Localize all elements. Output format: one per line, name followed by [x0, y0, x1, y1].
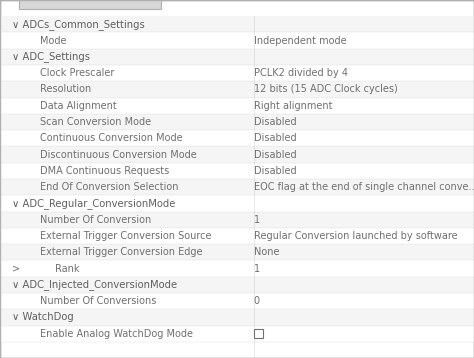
Text: ∨ WatchDog: ∨ WatchDog — [12, 313, 73, 323]
Text: ∨ ADCs_Common_Settings: ∨ ADCs_Common_Settings — [12, 19, 145, 30]
Text: External Trigger Conversion Edge: External Trigger Conversion Edge — [40, 247, 203, 257]
Bar — [0, 146, 474, 163]
Text: Enable Analog WatchDog Mode: Enable Analog WatchDog Mode — [40, 329, 193, 339]
Bar — [0, 97, 474, 114]
Bar — [0, 81, 474, 97]
Bar — [0, 114, 474, 130]
Text: Continuous Conversion Mode: Continuous Conversion Mode — [40, 133, 183, 143]
Text: ∨ ADC_Regular_ConversionMode: ∨ ADC_Regular_ConversionMode — [12, 198, 175, 209]
Bar — [0, 49, 474, 65]
Text: Number Of Conversion: Number Of Conversion — [40, 215, 152, 225]
Text: Mode: Mode — [40, 35, 67, 45]
Bar — [254, 329, 263, 338]
Bar — [0, 326, 474, 342]
FancyBboxPatch shape — [19, 0, 161, 9]
Bar — [0, 130, 474, 146]
Text: PCLK2 divided by 4: PCLK2 divided by 4 — [254, 68, 347, 78]
Text: Disabled: Disabled — [254, 150, 296, 160]
Bar — [0, 228, 474, 244]
Text: ∨ ADC_Injected_ConversionMode: ∨ ADC_Injected_ConversionMode — [12, 280, 177, 290]
Bar — [0, 163, 474, 179]
Text: End Of Conversion Selection: End Of Conversion Selection — [40, 182, 179, 192]
Text: 1: 1 — [254, 263, 260, 274]
Text: Disabled: Disabled — [254, 166, 296, 176]
Text: Resolution: Resolution — [40, 84, 91, 95]
Text: ∨ ADC_Settings: ∨ ADC_Settings — [12, 52, 90, 62]
Text: Rank: Rank — [55, 263, 79, 274]
Bar — [0, 261, 474, 277]
Text: Disabled: Disabled — [254, 133, 296, 143]
Text: 12 bits (15 ADC Clock cycles): 12 bits (15 ADC Clock cycles) — [254, 84, 397, 95]
Bar — [0, 309, 474, 326]
Text: >: > — [12, 263, 20, 274]
Text: None: None — [254, 247, 279, 257]
Text: Scan Conversion Mode: Scan Conversion Mode — [40, 117, 151, 127]
Text: Right alignment: Right alignment — [254, 101, 332, 111]
Bar — [0, 33, 474, 49]
Text: DMA Continuous Requests: DMA Continuous Requests — [40, 166, 170, 176]
Bar — [0, 212, 474, 228]
Text: EOC flag at the end of single channel conve...: EOC flag at the end of single channel co… — [254, 182, 474, 192]
Bar — [0, 244, 474, 261]
Bar — [0, 179, 474, 195]
Bar — [0, 293, 474, 309]
Text: Data Alignment: Data Alignment — [40, 101, 117, 111]
Text: Independent mode: Independent mode — [254, 35, 346, 45]
Bar — [0, 195, 474, 212]
Bar — [0, 277, 474, 293]
Text: Clock Prescaler: Clock Prescaler — [40, 68, 115, 78]
Text: Discontinuous Conversion Mode: Discontinuous Conversion Mode — [40, 150, 197, 160]
Text: 0: 0 — [254, 296, 260, 306]
Text: Number Of Conversions: Number Of Conversions — [40, 296, 157, 306]
Text: Regular Conversion launched by software: Regular Conversion launched by software — [254, 231, 457, 241]
Bar — [0, 16, 474, 33]
Bar — [0, 65, 474, 81]
Text: Disabled: Disabled — [254, 117, 296, 127]
Text: 1: 1 — [254, 215, 260, 225]
Text: External Trigger Conversion Source: External Trigger Conversion Source — [40, 231, 212, 241]
